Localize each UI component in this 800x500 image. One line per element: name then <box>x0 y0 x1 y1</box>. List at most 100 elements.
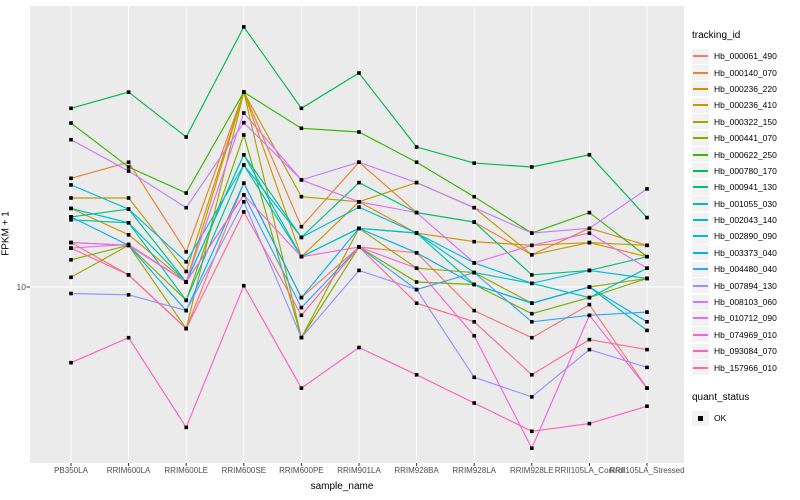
legend-item-label: Hb_010712_090 <box>714 313 777 324</box>
legend-key-line-icon <box>693 55 708 58</box>
legend-key <box>692 261 709 277</box>
x-tick-label: RRIM600LE <box>164 466 208 475</box>
legend-item-label: Hb_157966_010 <box>714 362 777 373</box>
data-point <box>242 120 246 125</box>
data-point <box>530 446 534 450</box>
data-point <box>126 207 131 211</box>
data-point <box>69 206 73 211</box>
data-point <box>184 280 188 284</box>
legend-key-line-icon <box>693 284 708 287</box>
data-point <box>472 220 476 224</box>
data-point <box>645 266 649 270</box>
legend-item-ok: OK <box>692 410 800 426</box>
x-tick-label: RRIM901LA <box>337 466 381 475</box>
data-point <box>69 121 73 125</box>
data-point <box>414 251 419 255</box>
data-point <box>472 375 476 380</box>
data-point <box>184 326 188 331</box>
data-point <box>587 231 592 235</box>
data-point <box>242 181 246 185</box>
legend-key <box>692 179 709 195</box>
data-point <box>472 334 476 338</box>
legend-key-line-icon <box>693 251 708 254</box>
legend-item-Hb_010712_090: Hb_010712_090 <box>692 310 800 326</box>
legend-item-Hb_000061_490: Hb_000061_490 <box>692 48 800 64</box>
data-point <box>414 210 419 215</box>
data-point <box>587 226 592 231</box>
data-point <box>530 231 534 235</box>
data-point <box>69 176 73 181</box>
data-point <box>472 270 476 275</box>
legend-key-line-icon <box>693 104 708 107</box>
legend-tracking-items: Hb_000061_490 Hb_000140_070 Hb_000236_220 H… <box>692 48 800 376</box>
legend-item-Hb_093084_070: Hb_093084_070 <box>692 343 800 359</box>
legend-key <box>692 65 709 81</box>
data-point <box>530 429 534 434</box>
data-point <box>414 373 419 377</box>
legend-item-Hb_000140_070: Hb_000140_070 <box>692 64 800 81</box>
legend-key-line-icon <box>693 317 708 320</box>
black-square-point-icon <box>698 415 703 421</box>
data-point <box>299 254 304 259</box>
legend-item-label: Hb_002043_140 <box>714 215 777 226</box>
legend-item-label: Hb_007894_130 <box>714 280 777 291</box>
data-point <box>472 308 476 313</box>
data-point <box>242 163 246 167</box>
data-point <box>587 421 592 426</box>
legend-item-label: Hb_000236_410 <box>714 100 777 111</box>
data-point <box>472 401 476 405</box>
data-point <box>184 250 188 254</box>
data-point <box>126 221 131 225</box>
data-point <box>587 295 592 300</box>
data-point <box>126 273 131 277</box>
data-point <box>357 268 361 273</box>
data-point <box>645 310 649 314</box>
data-point <box>126 90 131 94</box>
data-point <box>184 269 188 274</box>
data-point <box>645 243 649 248</box>
legend-key <box>692 212 709 228</box>
data-point <box>414 231 419 235</box>
data-point <box>126 243 131 248</box>
data-point <box>69 183 73 187</box>
data-point <box>69 258 73 262</box>
data-point <box>69 106 73 111</box>
legend-item-Hb_000780_170: Hb_000780_170 <box>692 163 800 179</box>
data-point <box>530 373 534 377</box>
data-point <box>645 386 649 390</box>
data-point <box>645 215 649 220</box>
legend-key <box>692 245 709 261</box>
data-point <box>587 347 592 352</box>
x-tick-label: RRIM600PE <box>279 466 324 475</box>
legend-item-Hb_001055_030: Hb_001055_030 <box>692 196 800 212</box>
y-axis-title: FPKM + 1 <box>0 211 12 256</box>
data-point <box>126 335 131 340</box>
data-point <box>69 196 73 200</box>
data-point <box>587 313 592 318</box>
x-tick-label: RRIM928LE <box>510 466 554 475</box>
data-point <box>645 254 649 259</box>
x-tick-label: RRIM600LA <box>106 466 151 475</box>
legend-key <box>692 163 709 179</box>
data-point <box>530 335 534 340</box>
legend-item-label: Hb_001055_030 <box>714 198 777 209</box>
data-point <box>645 347 649 352</box>
data-point <box>242 193 246 197</box>
data-point <box>645 328 649 333</box>
legend-key-line-icon <box>693 87 708 90</box>
legend-key <box>692 327 709 343</box>
legend-key <box>692 343 709 359</box>
data-point <box>357 245 361 249</box>
data-point <box>299 178 304 182</box>
legend-key <box>692 294 709 310</box>
data-point <box>645 404 649 408</box>
data-point <box>587 285 592 289</box>
legend-item-label: Hb_000236_220 <box>714 83 777 94</box>
legend-key-line-icon <box>693 235 708 238</box>
data-point <box>184 425 188 430</box>
data-point <box>299 224 304 229</box>
data-point <box>69 275 73 280</box>
data-point <box>357 226 361 231</box>
data-point <box>472 161 476 165</box>
data-point <box>69 240 73 245</box>
